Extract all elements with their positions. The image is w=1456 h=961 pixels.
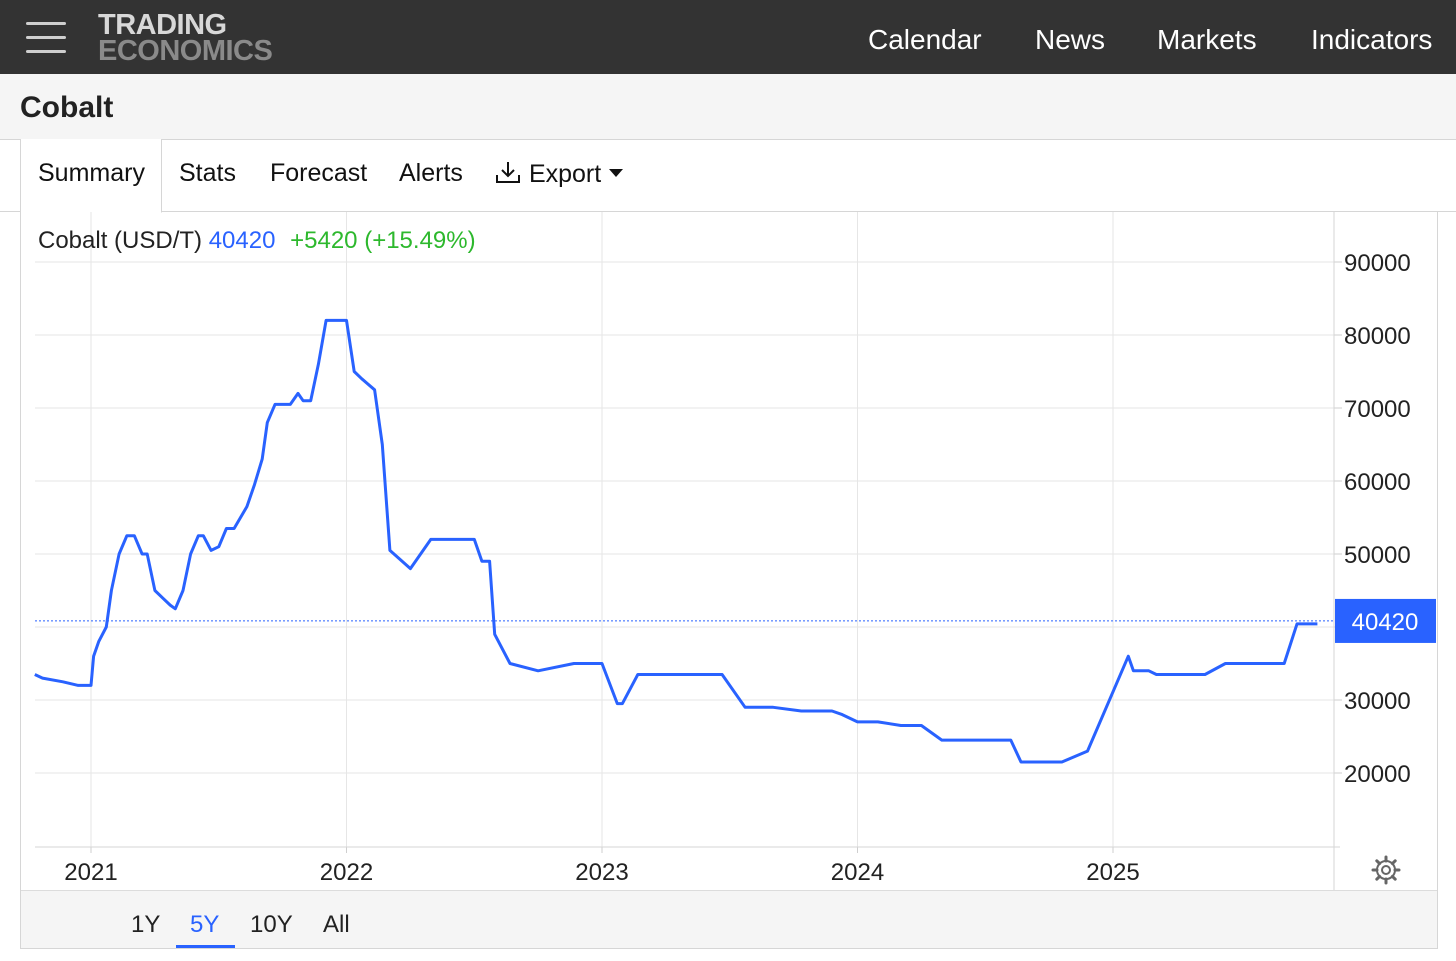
nav-calendar[interactable]: Calendar [868, 24, 982, 55]
legend-change: +5420 (+15.49%) [290, 227, 476, 254]
y-tick-label: 50000 [1344, 542, 1411, 569]
range-selector: 1Y 5Y 10Y All [21, 890, 1437, 948]
tab-summary[interactable]: Summary [38, 159, 145, 187]
range-5y-button[interactable]: 5Y [190, 911, 220, 938]
y-tick-label: 70000 [1344, 396, 1411, 423]
logo-line-1: TRADING [98, 9, 227, 41]
page-title: Cobalt [20, 91, 114, 124]
trading-economics-logo[interactable]: TRADING ECONOMICS [98, 9, 273, 67]
chart-axes: 2000030000400005000060000700008000090000… [35, 212, 1411, 890]
legend-last-value: 40420 [208, 227, 276, 254]
tab-summary-active-frame [20, 139, 162, 213]
x-tick-label: 2023 [575, 859, 628, 886]
x-tick-label: 2024 [831, 859, 884, 886]
nav-news[interactable]: News [1035, 24, 1106, 55]
chart-last-value: 40420 [35, 598, 1436, 643]
last-value-badge [1335, 598, 1436, 643]
settings-gear-icon[interactable] [1371, 855, 1401, 885]
legend-series-name: Cobalt (USD/T) [38, 227, 203, 254]
range-1y-button[interactable]: 1Y [131, 911, 161, 938]
chart-frame [20, 211, 1438, 949]
tab-bar: Summary Stats Forecast Alerts Export [0, 139, 1456, 213]
y-tick-label: 60000 [1344, 469, 1411, 496]
range-all-button[interactable]: All [323, 911, 350, 938]
range-active-underline [176, 945, 235, 948]
title-bar: Cobalt [0, 74, 1456, 140]
last-value-label: 40420 [1352, 609, 1419, 636]
chart-grid [35, 212, 1334, 847]
y-tick-label: 80000 [1344, 323, 1411, 350]
chart-legend: Cobalt (USD/T) 40420 +5420 (+15.49%) [38, 227, 476, 255]
export-label: Export [528, 160, 602, 188]
top-nav-bar: TRADING ECONOMICS Calendar News Markets … [0, 0, 1456, 74]
caret-down-icon [609, 169, 624, 177]
range-10y-button[interactable]: 10Y [250, 911, 293, 938]
logo-line-2: ECONOMICS [98, 35, 273, 67]
tab-export[interactable]: Export [494, 159, 624, 189]
tab-stats[interactable]: Stats [179, 159, 236, 187]
y-tick-label: 20000 [1344, 761, 1411, 788]
x-tick-label: 2021 [64, 859, 117, 886]
hamburger-menu-icon[interactable] [26, 20, 66, 54]
nav-indicators[interactable]: Indicators [1311, 24, 1433, 55]
chart-series [34, 318, 1318, 764]
y-tick-label: 30000 [1344, 688, 1411, 715]
nav-markets[interactable]: Markets [1157, 24, 1257, 55]
y-tick-label: 90000 [1344, 250, 1411, 277]
x-tick-label: 2025 [1086, 859, 1139, 886]
tab-forecast[interactable]: Forecast [270, 159, 368, 187]
series-line-cobalt [34, 318, 1318, 764]
tab-alerts[interactable]: Alerts [399, 159, 463, 187]
download-icon [496, 162, 520, 183]
x-tick-label: 2022 [320, 859, 373, 886]
